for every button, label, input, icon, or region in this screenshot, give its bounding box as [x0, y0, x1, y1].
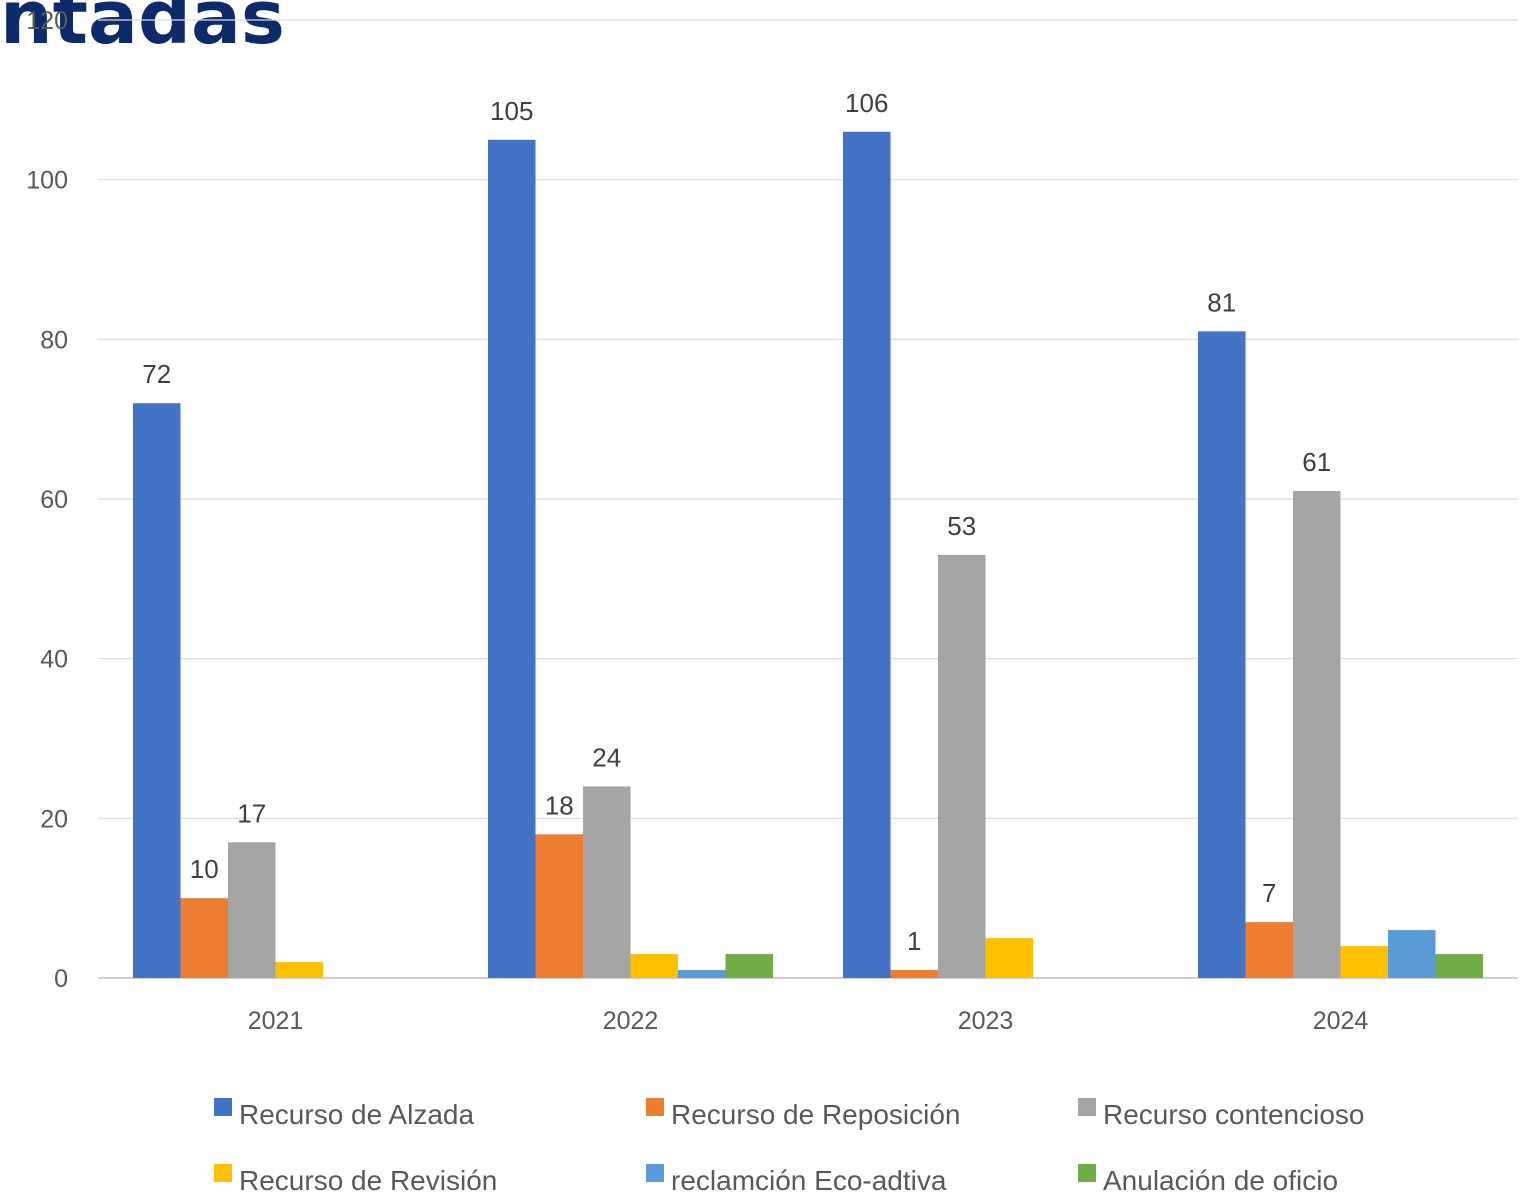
bar	[725, 954, 773, 978]
legend-label: Anulación de oficio	[1103, 1165, 1338, 1196]
bar	[1293, 491, 1341, 978]
legend-swatch	[1078, 1098, 1096, 1116]
x-tick-label: 2022	[603, 1007, 659, 1035]
data-label: 1	[907, 926, 921, 956]
legend-item: Recurso de Reposición	[646, 1098, 961, 1130]
legend-swatch	[646, 1098, 664, 1116]
data-label: 61	[1302, 447, 1331, 477]
x-tick-label: 2021	[248, 1007, 304, 1035]
bar	[1245, 922, 1293, 978]
data-label: 10	[190, 854, 219, 884]
legend-item: Anulación de oficio	[1078, 1164, 1338, 1196]
y-axis-ticks: 0 20 40 60 80 100 120	[26, 7, 68, 993]
data-label: 24	[592, 742, 621, 772]
legend-swatch	[646, 1164, 664, 1182]
gridlines	[98, 19, 1518, 979]
bar	[985, 938, 1033, 978]
legend-swatch	[1078, 1164, 1096, 1182]
bar	[535, 834, 583, 978]
legend-swatch	[214, 1098, 232, 1116]
y-tick-label: 100	[26, 167, 68, 195]
bar	[583, 786, 631, 978]
y-tick-label: 60	[40, 486, 68, 514]
bar	[630, 954, 678, 978]
legend-item: Recurso de Revisión	[214, 1164, 497, 1196]
bar	[133, 403, 181, 978]
x-tick-label: 2024	[1313, 1007, 1369, 1035]
x-tick-label: 2023	[958, 1007, 1014, 1035]
legend-label: Recurso de Revisión	[239, 1165, 497, 1196]
bars	[133, 131, 1483, 979]
bar	[1435, 954, 1483, 978]
bar	[890, 970, 938, 978]
bar	[275, 962, 323, 978]
bar	[488, 139, 536, 978]
y-tick-label: 120	[26, 7, 68, 35]
data-labels: 72 10 17 105 18 24 106 1 53 81 7 61	[142, 88, 1331, 956]
x-axis-ticks: 2021 2022 2023 2024	[248, 1007, 1369, 1035]
legend-item: Recurso de Alzada	[214, 1098, 474, 1130]
bar	[678, 970, 726, 978]
data-label: 18	[545, 790, 574, 820]
legend-item: reclamción Eco-adtiva	[646, 1164, 947, 1196]
title-fragment: ntadas	[0, 0, 285, 61]
bar	[1388, 930, 1436, 978]
data-label: 17	[237, 798, 266, 828]
y-tick-label: 40	[40, 646, 68, 674]
bar	[180, 898, 228, 978]
legend-item: Recurso contencioso	[1078, 1098, 1364, 1130]
y-tick-label: 80	[40, 326, 68, 354]
bar	[1340, 946, 1388, 978]
data-label: 81	[1207, 287, 1236, 317]
y-tick-label: 20	[40, 805, 68, 833]
data-label: 7	[1262, 878, 1276, 908]
legend-swatch	[214, 1164, 232, 1182]
legend-label: Recurso contencioso	[1103, 1099, 1364, 1130]
legend: Recurso de Alzada Recurso de Reposición Re…	[214, 1098, 1364, 1196]
bar	[228, 842, 276, 978]
data-label: 105	[490, 96, 533, 126]
data-label: 72	[142, 359, 171, 389]
data-label: 53	[947, 511, 976, 541]
bar	[1198, 331, 1246, 979]
legend-label: reclamción Eco-adtiva	[671, 1165, 947, 1196]
bar	[843, 131, 891, 978]
legend-label: Recurso de Alzada	[239, 1099, 474, 1130]
y-tick-label: 0	[54, 965, 68, 993]
bar	[938, 554, 986, 978]
legend-label: Recurso de Reposición	[671, 1099, 961, 1130]
data-label: 106	[845, 88, 888, 118]
